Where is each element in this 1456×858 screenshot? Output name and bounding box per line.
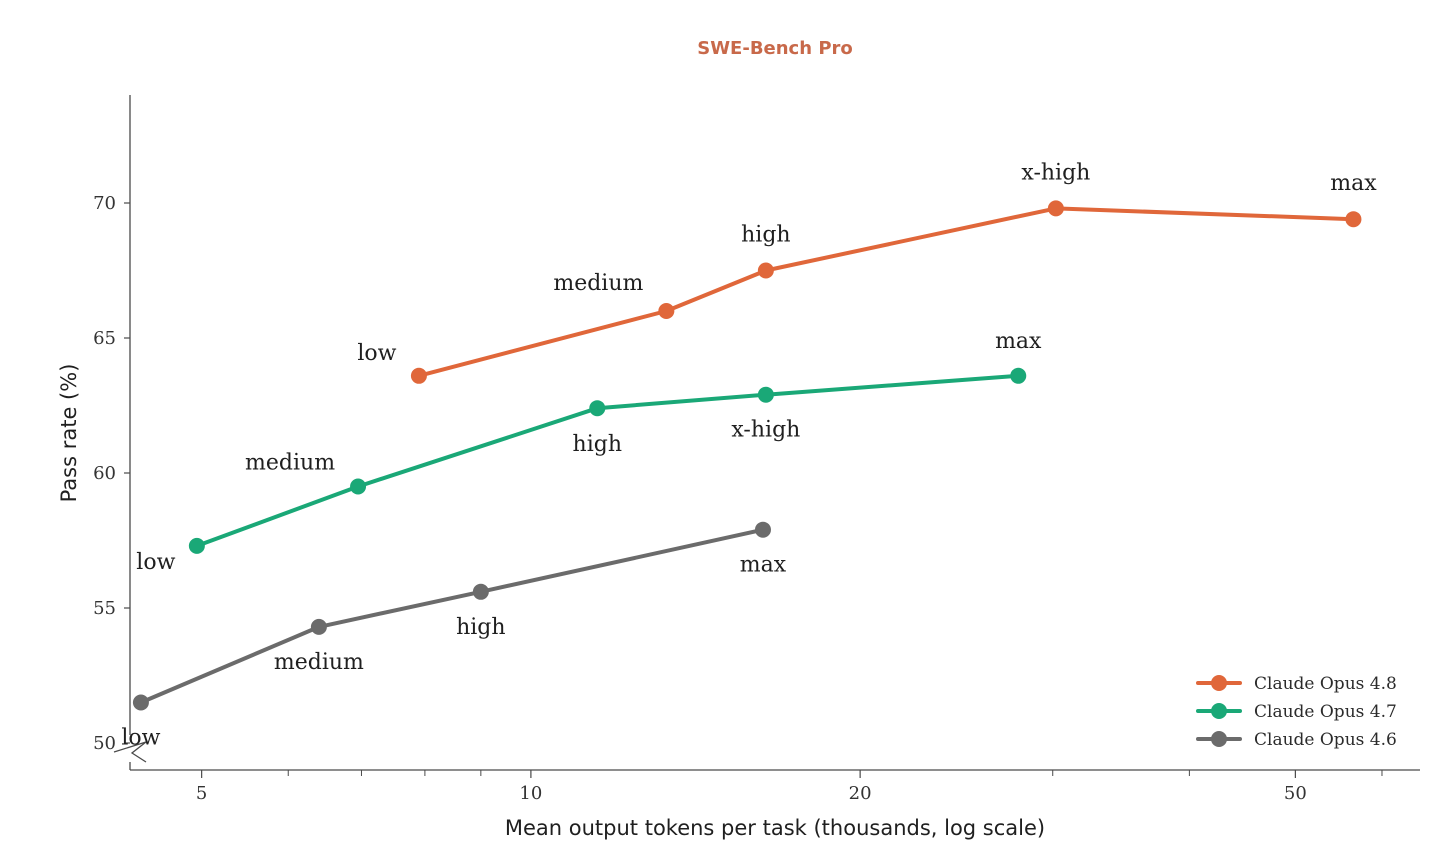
series-3-point-3 (472, 583, 489, 600)
series-1-point-2 (658, 303, 675, 319)
labels-layer: low medium high x-high max low medium high x-hig… (121, 160, 1377, 750)
legend-marker-1 (1211, 675, 1227, 691)
series-2-point-5 (1010, 367, 1027, 384)
y-tick-label: 50 (93, 733, 116, 754)
series-3-point-label-3: high (456, 615, 505, 640)
legend-layer: Claude Opus 4.8 Claude Opus 4.7 Claude Opu… (1196, 674, 1397, 750)
series-2-point-label-5: max (995, 329, 1042, 354)
series-2-point-2 (350, 478, 367, 495)
series-1-point-label-1: low (357, 341, 396, 366)
legend-label-2: Claude Opus 4.7 (1254, 702, 1397, 722)
series-3-point-label-4: max (740, 553, 787, 578)
axis-break-mark (113, 741, 147, 763)
legend-label-1: Claude Opus 4.8 (1254, 674, 1397, 694)
y-tick-label: 60 (93, 463, 116, 484)
series-1-point-4 (1047, 200, 1064, 217)
series-1-point-label-5: max (1330, 171, 1377, 196)
x-tick-label: 20 (849, 783, 872, 804)
series-line-3 (138, 527, 765, 705)
x-tick-label: 5 (196, 783, 207, 804)
series-1-point-label-4: x-high (1021, 160, 1090, 185)
series-layer (132, 200, 1362, 711)
series-2-point-1 (188, 537, 205, 554)
series-1-point-label-3: high (741, 223, 790, 248)
series-3-point-2 (310, 618, 327, 635)
series-2-point-label-3: high (573, 432, 622, 457)
series-2-point-4 (757, 386, 774, 403)
series-3-point-1 (132, 694, 149, 711)
x-tick-label: 50 (1284, 783, 1307, 804)
y-tick-label: 55 (93, 598, 116, 619)
axes-layer: 50 55 60 65 70 5 10 20 50 (93, 95, 1420, 804)
x-tick-label: 10 (519, 783, 542, 804)
series-2-point-label-4: x-high (731, 418, 800, 443)
series-2-point-label-2: medium (245, 451, 335, 476)
legend-marker-3 (1211, 731, 1227, 747)
x-axis-label: Mean output tokens per task (thousands, … (505, 816, 1045, 840)
series-3-point-label-1: low (121, 726, 160, 751)
legend-marker-2 (1211, 703, 1227, 719)
series-3-point-label-2: medium (274, 650, 364, 675)
y-tick-label: 65 (93, 328, 116, 349)
series-1-point-label-2: medium (553, 271, 643, 296)
y-tick-label: 70 (93, 193, 116, 214)
series-1-point-3 (757, 262, 774, 279)
y-axis-label: Pass rate (%) (57, 364, 81, 503)
legend-label-3: Claude Opus 4.6 (1254, 730, 1397, 750)
chart-title: SWE-Bench Pro (697, 38, 853, 59)
series-2-point-label-1: low (136, 550, 175, 575)
series-1-point-1 (410, 367, 427, 384)
series-1-point-5 (1345, 211, 1362, 228)
series-3-point-4 (754, 521, 771, 538)
series-2-point-3 (589, 400, 606, 417)
